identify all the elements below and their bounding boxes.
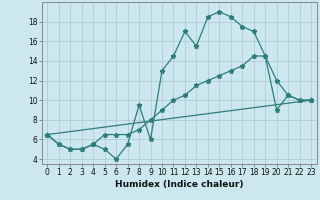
X-axis label: Humidex (Indice chaleur): Humidex (Indice chaleur) bbox=[115, 180, 244, 189]
